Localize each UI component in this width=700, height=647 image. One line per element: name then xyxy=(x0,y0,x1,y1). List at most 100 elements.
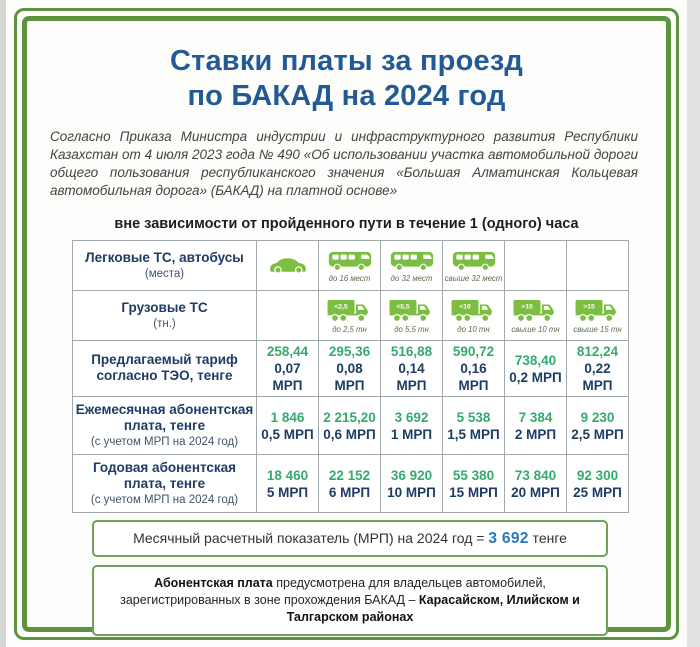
page-title: Ставки платы за проезд по БАКАД на 2024 … xyxy=(6,44,687,114)
row-header-cargo-vehicles: Грузовые ТС (тн.) xyxy=(72,290,257,341)
tariff-tenge: 590,72 xyxy=(452,344,495,359)
yearly-tenge: 36 920 xyxy=(390,467,433,483)
yearly-tenge: 55 380 xyxy=(452,467,495,483)
tariff-mrp: 0,08 МРП xyxy=(334,361,365,393)
monthly-value-cell: 5 538 1,5 МРП xyxy=(442,396,505,455)
truck-weight-badge: <2,5 xyxy=(334,304,348,311)
subscription-note-text: предусмотрена для владельцев автомобилей… xyxy=(120,576,546,607)
monthly-tenge: 1 846 xyxy=(270,409,305,425)
cell-empty xyxy=(504,240,567,291)
yearly-mrp: 6 МРП xyxy=(328,484,371,500)
monthly-tenge: 2 215,20 xyxy=(323,409,376,425)
row-label: Предлагаемый тариф согласно ТЭО, тенге xyxy=(91,352,238,383)
truck-icon: >15 xyxy=(575,300,616,323)
yearly-tenge: 22 152 xyxy=(328,467,371,483)
subscription-note-bold1: Абонентская плата xyxy=(154,576,273,590)
yearly-mrp: 25 МРП xyxy=(573,484,622,500)
yearly-mrp: 5 МРП xyxy=(266,484,309,500)
tariff-value-cell: 295,36 0,08 МРП xyxy=(318,340,381,397)
icon-caption: свыше 15 тн xyxy=(573,325,622,334)
truck-weight-badge: <10 xyxy=(459,304,471,311)
tariff-value-cell: 812,24 0,22 МРП xyxy=(566,340,629,397)
table-row-monthly: Ежемесячная абонентская плата, тенге (с … xyxy=(72,396,629,455)
row-header-monthly: Ежемесячная абонентская плата, тенге (с … xyxy=(72,396,257,455)
bus-icon xyxy=(328,251,371,271)
mrp-note-prefix: Месячный расчетный показатель (МРП) на 2… xyxy=(133,530,489,546)
bus-icon xyxy=(390,251,433,271)
monthly-tenge: 5 538 xyxy=(456,409,491,425)
table-row-light-vehicles: Легковые ТС, автобусы (места) xyxy=(72,240,629,291)
bus-icon xyxy=(452,251,495,271)
monthly-mrp: 1,5 МРП xyxy=(447,426,500,442)
yearly-value-cell: 36 920 10 МРП xyxy=(380,454,443,513)
monthly-mrp: 2 МРП xyxy=(514,426,557,442)
monthly-value-cell: 7 384 2 МРП xyxy=(504,396,567,455)
cell-empty xyxy=(566,240,629,291)
cell-truck-2-5: <2,5 до 2,5 тн xyxy=(318,290,381,341)
truck-weight-badge: >15 xyxy=(583,304,595,311)
yearly-tenge: 18 460 xyxy=(266,467,309,483)
monthly-value-cell: 1 846 0,5 МРП xyxy=(256,396,319,455)
truck-icon: <2,5 xyxy=(327,300,368,323)
row-note: (тн.) xyxy=(153,318,176,330)
row-header-yearly: Годовая абонентская плата, тенге (с учет… xyxy=(72,454,257,513)
yearly-value-cell: 55 380 15 МРП xyxy=(442,454,505,513)
subscription-note-bold2: Карасайском, Илийском и Талгарском район… xyxy=(286,593,580,624)
yearly-value-cell: 22 152 6 МРП xyxy=(318,454,381,513)
icon-caption: свыше 10 тн xyxy=(511,325,560,334)
cell-bus-32: до 32 мест xyxy=(380,240,443,291)
tariff-tenge: 738,40 xyxy=(514,352,557,368)
truck-icon: >10 xyxy=(513,300,554,323)
row-label: Грузовые ТС xyxy=(121,300,208,315)
left-edge-strip xyxy=(0,0,6,647)
monthly-value-cell: 2 215,20 0,6 МРП xyxy=(318,396,381,455)
truck-weight-badge: <5,5 xyxy=(396,304,410,311)
icon-caption: до 2,5 тн xyxy=(332,325,367,334)
car-icon xyxy=(269,258,306,274)
tariff-tenge: 295,36 xyxy=(328,344,371,359)
right-edge-strip xyxy=(687,0,700,647)
row-note: (места) xyxy=(144,268,185,280)
monthly-mrp: 2,5 МРП xyxy=(571,426,624,442)
mrp-note-box: Месячный расчетный показатель (МРП) на 2… xyxy=(92,520,608,557)
icon-caption: свыше 32 мест xyxy=(444,273,503,283)
row-label: Ежемесячная абонентская плата, тенге xyxy=(75,402,254,433)
cell-truck-over-15: >15 свыше 15 тн xyxy=(566,290,629,341)
yearly-value-cell: 18 460 5 МРП xyxy=(256,454,319,513)
page-title-line1: Ставки платы за проезд xyxy=(169,45,524,77)
row-header-tariff: Предлагаемый тариф согласно ТЭО, тенге xyxy=(72,340,257,397)
monthly-value-cell: 9 230 2,5 МРП xyxy=(566,396,629,455)
monthly-tenge: 9 230 xyxy=(580,409,615,425)
truck-icon: <10 xyxy=(451,300,492,323)
monthly-tenge: 7 384 xyxy=(518,409,553,425)
yearly-mrp: 10 МРП xyxy=(387,484,436,500)
table-row-yearly: Годовая абонентская плата, тенге (с учет… xyxy=(72,454,629,513)
cell-car xyxy=(256,240,319,291)
tariff-mrp: 0,14 МРП xyxy=(396,361,427,393)
row-label: Легковые ТС, автобусы xyxy=(85,250,244,265)
yearly-mrp: 15 МРП xyxy=(449,484,498,500)
monthly-mrp: 0,5 МРП xyxy=(261,426,314,442)
cell-truck-5-5: <5,5 до 5,5 тн xyxy=(380,290,443,341)
tariff-tenge: 812,24 xyxy=(576,344,619,359)
cell-bus-16: до 16 мест xyxy=(318,240,381,291)
tariff-value-cell: 258,44 0,07 МРП xyxy=(256,340,319,397)
page-title-line2: по БАКАД на 2024 год xyxy=(187,80,506,112)
row-header-light-vehicles: Легковые ТС, автобусы (места) xyxy=(72,240,257,291)
subscription-note-box: Абонентская плата предусмотрена для влад… xyxy=(92,565,608,636)
tariff-tenge: 258,44 xyxy=(266,344,309,359)
yearly-tenge: 73 840 xyxy=(514,467,557,483)
mrp-note-suffix: тенге xyxy=(528,530,567,546)
infographic-page: Ставки платы за проезд по БАКАД на 2024 … xyxy=(6,0,687,647)
cell-bus-32plus: свыше 32 мест xyxy=(442,240,505,291)
monthly-tenge: 3 692 xyxy=(394,409,429,425)
cell-truck-over-10: >10 свыше 10 тн xyxy=(504,290,567,341)
tariff-value-cell: 738,40 0,2 МРП xyxy=(504,340,567,397)
table-row-cargo-vehicles: Грузовые ТС (тн.) <2,5 до 2 xyxy=(72,290,629,341)
tariff-value-cell: 516,88 0,14 МРП xyxy=(380,340,443,397)
table-subtitle: вне зависимости от пройденного пути в те… xyxy=(114,216,579,232)
row-note: (с учетом МРП на 2024 год) xyxy=(90,494,239,506)
tariff-mrp: 0,22 МРП xyxy=(582,361,613,393)
monthly-value-cell: 3 692 1 МРП xyxy=(380,396,443,455)
table-row-tariff: Предлагаемый тариф согласно ТЭО, тенге 2… xyxy=(72,340,629,397)
